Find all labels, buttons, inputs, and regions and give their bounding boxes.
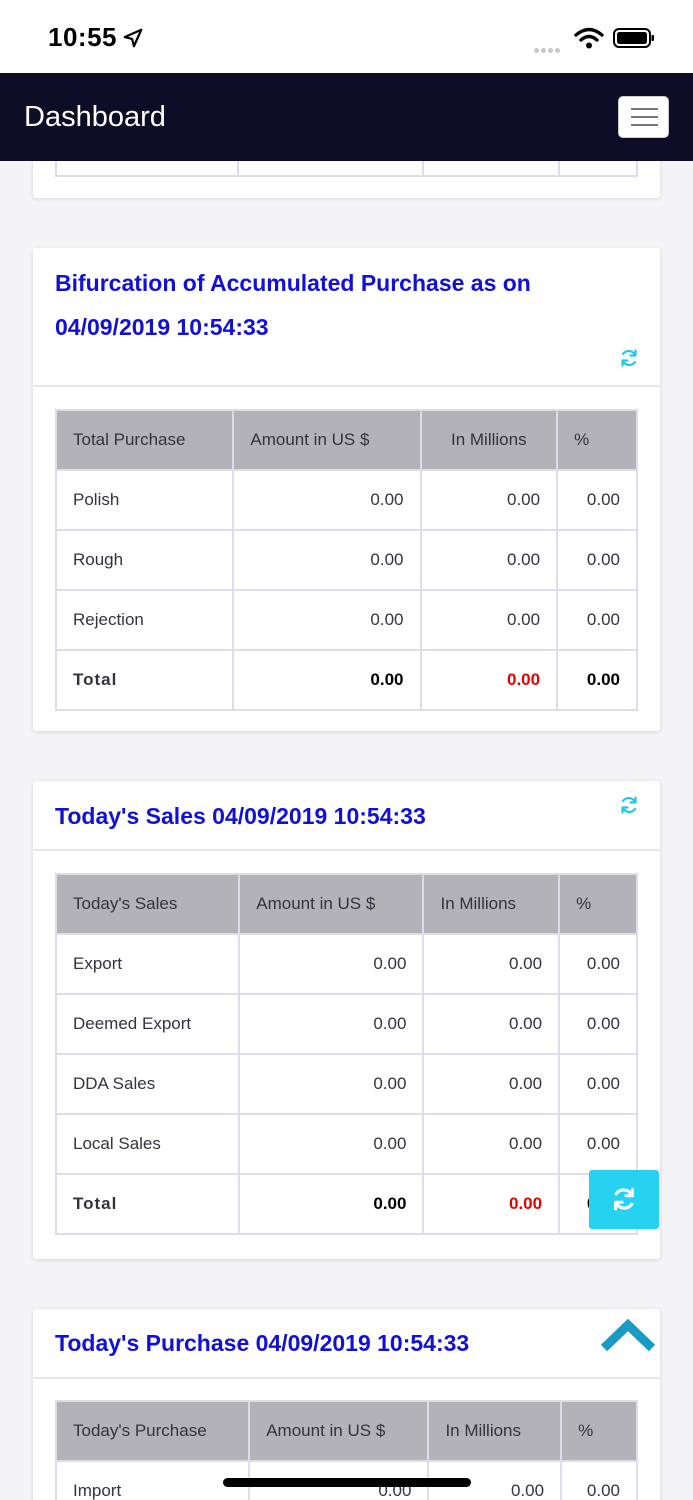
card-title-date: 04/09/2019 10:54:33 [55,314,269,340]
column-header: In Millions [419,409,559,471]
total-millions: 0.00 [419,649,559,711]
table-row: Rough 0.00 0.00 0.00 [54,529,638,591]
nav-title: Dashboard [24,101,166,133]
total-amount: 0.00 [232,649,422,711]
todays-sales-card: Today's Sales 04/09/2019 10:54:33 Today'… [33,781,660,1259]
card-header: Today's Sales 04/09/2019 10:54:33 [33,781,660,851]
table-header-row: Today's Sales Amount in US $ In Millions… [54,873,638,935]
millions-cell: 0.00 [419,589,559,651]
location-arrow-icon [123,28,143,48]
percent-cell: 0.00 [556,529,638,591]
todays-purchase-card: Today's Purchase 04/09/2019 10:54:33 Tod… [33,1309,660,1500]
purchase-bifurcation-table: Total Purchase Amount in US $ In Million… [54,409,638,711]
amount-cell: 0.00 [232,529,422,591]
row-label: Deemed Export [54,993,241,1055]
hamburger-menu-icon [631,108,658,110]
table-row: Polish 0.00 0.00 0.00 [54,469,638,531]
floating-refresh-button[interactable] [589,1170,659,1229]
column-header: % [560,1400,638,1462]
row-label: DDA Sales [54,1053,241,1115]
table-header-row: Today's Purchase Amount in US $ In Milli… [54,1400,638,1462]
column-header: Amount in US $ [248,1400,430,1462]
card-header: Bifurcation of Accumulated Purchase as o… [33,248,660,387]
card-title: Today's Sales 04/09/2019 10:54:33 [55,803,426,829]
percent-cell: 0.00 [558,1053,638,1115]
table-row: Local Sales 0.00 0.00 0.00 [54,1113,638,1175]
percent-cell: 0.00 [556,589,638,651]
amount-cell: 0.00 [232,589,422,651]
total-row: Total 0.00 0.00 0.00 [54,1173,638,1235]
refresh-icon[interactable] [619,348,639,368]
battery-icon [613,28,654,48]
refresh-icon[interactable] [619,795,639,815]
millions-cell: 0.00 [422,1053,561,1115]
signal-icon [534,40,562,58]
millions-cell: 0.00 [419,529,559,591]
hamburger-menu-button[interactable] [618,96,669,138]
row-label: Local Sales [54,1113,241,1175]
amount-cell: 0.00 [238,1053,425,1115]
amount-cell: 0.00 [238,933,425,995]
percent-cell: 0.00 [558,933,638,995]
column-header: % [558,873,638,935]
navbar: Dashboard [0,73,693,161]
millions-cell: 0.00 [422,993,561,1055]
todays-sales-table: Today's Sales Amount in US $ In Millions… [54,873,638,1235]
millions-cell: 0.00 [422,1113,561,1175]
hamburger-line [631,124,658,126]
column-header: Today's Sales [54,873,241,935]
chevron-up-icon[interactable] [600,1318,656,1354]
column-header: % [556,409,638,471]
column-header: Today's Purchase [54,1400,251,1462]
row-label: Export [54,933,241,995]
table-row: Export 0.00 0.00 0.00 [54,933,638,995]
status-time: 10:55 [48,22,117,52]
table-row: Deemed Export 0.00 0.00 0.00 [54,993,638,1055]
percent-cell: 0.00 [560,1460,638,1500]
amount-cell: 0.00 [232,469,422,531]
row-label: Rough [54,529,235,591]
amount-cell: 0.00 [238,1113,425,1175]
total-label: Total [54,1173,241,1235]
total-percent: 0.00 [556,649,638,711]
column-header: In Millions [427,1400,563,1462]
table-header-row: Total Purchase Amount in US $ In Million… [54,409,638,471]
status-bar: 10:55 [0,0,693,73]
millions-cell: 0.00 [422,933,561,995]
total-label: Total [54,649,235,711]
table-row: Rejection 0.00 0.00 0.00 [54,589,638,651]
card-header: Today's Purchase 04/09/2019 10:54:33 [33,1309,660,1379]
column-header: In Millions [422,873,561,935]
todays-purchase-table: Today's Purchase Amount in US $ In Milli… [54,1400,638,1500]
home-indicator [223,1478,471,1487]
card-title: Today's Purchase 04/09/2019 10:54:33 [55,1330,470,1356]
percent-cell: 0.00 [558,993,638,1055]
purchase-bifurcation-card: Bifurcation of Accumulated Purchase as o… [33,248,660,731]
total-row: Total 0.00 0.00 0.00 [54,649,638,711]
refresh-icon [613,1187,635,1211]
percent-cell: 0.00 [558,1113,638,1175]
column-header: Total Purchase [54,409,235,471]
hamburger-line [631,116,658,118]
column-header: Amount in US $ [238,873,425,935]
card-title: Bifurcation of Accumulated Purchase as o… [55,270,531,296]
total-amount: 0.00 [238,1173,425,1235]
row-label: Import [54,1460,251,1500]
percent-cell: 0.00 [556,469,638,531]
amount-cell: 0.00 [238,993,425,1055]
column-header: Amount in US $ [232,409,422,471]
row-label: Rejection [54,589,235,651]
wifi-icon [574,27,604,49]
millions-cell: 0.00 [419,469,559,531]
total-millions: 0.00 [422,1173,561,1235]
table-row: DDA Sales 0.00 0.00 0.00 [54,1053,638,1115]
row-label: Polish [54,469,235,531]
